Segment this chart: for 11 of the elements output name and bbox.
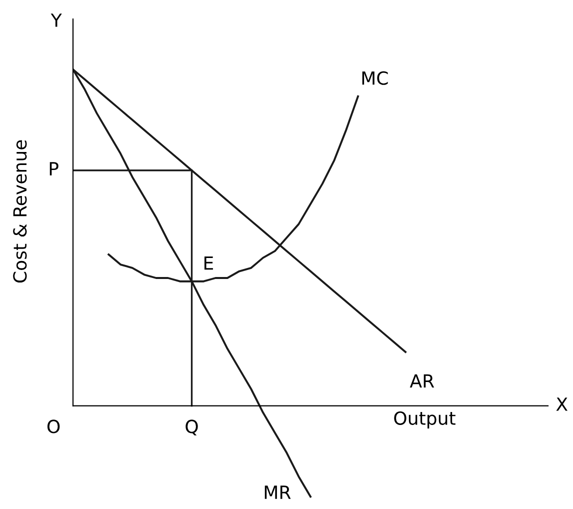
ref-line-label: P: [50, 162, 58, 176]
text: Y: [50, 14, 62, 27]
x-axis-title: Output: [394, 411, 456, 428]
annotation: E: [204, 256, 213, 270]
series-label: MC: [362, 71, 388, 85]
annotation: Q: [186, 420, 198, 436]
text: X: [556, 398, 568, 411]
text: O: [47, 420, 60, 434]
series-label: MR: [264, 486, 291, 499]
y-axis-title: Cost & Revenue: [13, 140, 27, 283]
series-label: AR: [410, 374, 434, 388]
